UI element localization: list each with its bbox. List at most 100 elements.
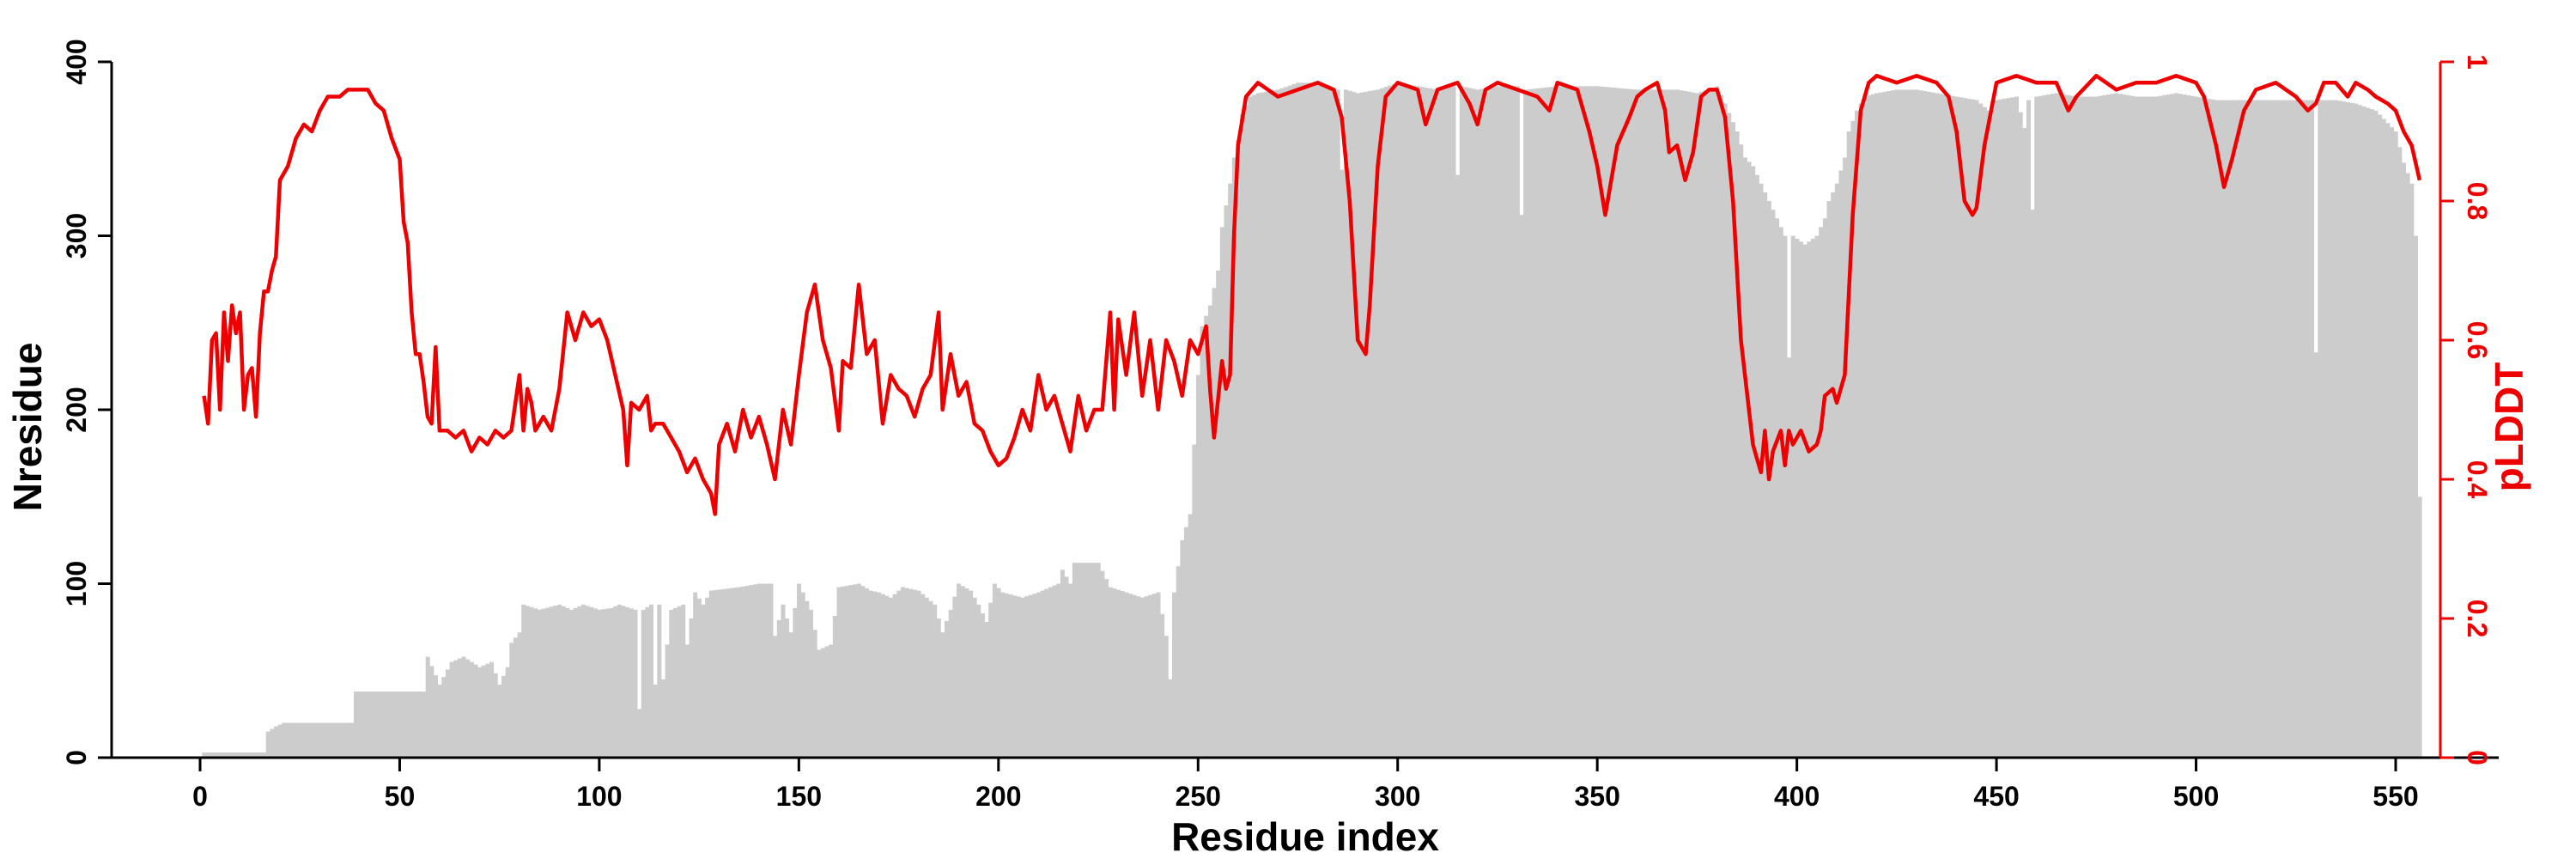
bar: [972, 597, 977, 758]
bar: [785, 618, 790, 758]
bar: [637, 709, 642, 758]
bar: [1754, 174, 1759, 758]
bar: [1591, 86, 1596, 758]
bar: [1163, 636, 1169, 758]
bar: [2401, 162, 2407, 758]
bar: [2126, 94, 2131, 758]
bar: [1463, 87, 1468, 758]
bar: [1639, 89, 1644, 758]
bar: [2373, 110, 2379, 758]
bar: [725, 588, 730, 758]
bar: [1279, 88, 1285, 758]
bar: [1710, 87, 1716, 758]
x-tick-label: 150: [776, 781, 822, 812]
bar: [2010, 97, 2015, 758]
bar: [1850, 120, 1856, 758]
bar: [405, 691, 410, 758]
bar: [2330, 100, 2335, 758]
bar: [740, 586, 745, 758]
bar: [1491, 87, 1497, 758]
bar: [1212, 288, 1217, 758]
bar: [761, 583, 766, 758]
bar: [2253, 100, 2259, 758]
bar: [877, 592, 882, 758]
bar: [1751, 166, 1756, 758]
bar: [1962, 98, 1967, 758]
bar: [824, 646, 829, 758]
bar: [1807, 241, 1812, 758]
bar: [2342, 101, 2347, 758]
bar: [2409, 183, 2415, 758]
bar: [541, 608, 546, 758]
bar: [205, 752, 211, 758]
bar: [968, 590, 973, 758]
bar: [549, 606, 554, 758]
bar: [398, 691, 403, 758]
bar: [1296, 82, 1301, 758]
bar: [800, 592, 805, 758]
bar: [2206, 98, 2211, 758]
bar: [1419, 87, 1425, 758]
bar: [1311, 82, 1316, 758]
bar: [1176, 566, 1181, 758]
bar: [374, 691, 379, 758]
bar: [720, 588, 726, 758]
bar: [1000, 592, 1005, 758]
bar: [2022, 127, 2027, 758]
bar: [1559, 86, 1564, 758]
bar: [2277, 100, 2282, 758]
bar: [665, 644, 670, 758]
bar: [1048, 587, 1053, 758]
bar: [1662, 89, 1668, 758]
bar: [509, 643, 514, 758]
bar: [908, 588, 914, 758]
bar: [1020, 597, 1025, 758]
y-axis-left-title: Nresidue: [5, 343, 50, 512]
bar: [2194, 96, 2199, 758]
bar: [1383, 87, 1388, 758]
x-tick-label: 500: [2173, 781, 2219, 812]
bar: [752, 584, 757, 758]
bar: [1950, 95, 1955, 758]
bar: [246, 752, 251, 758]
bar: [417, 691, 422, 758]
bar: [717, 589, 722, 758]
bar: [1388, 85, 1393, 758]
bar: [2369, 109, 2374, 758]
bar: [1531, 88, 1536, 758]
bar: [773, 636, 778, 758]
bar: [2366, 107, 2371, 758]
bar: [797, 583, 802, 758]
bar: [222, 752, 227, 758]
bar: [1160, 613, 1165, 758]
bar: [1395, 82, 1400, 758]
bar: [732, 588, 738, 758]
bar: [2286, 100, 2291, 758]
bar: [1132, 594, 1137, 758]
y-right-tick-label: 1: [2462, 54, 2493, 70]
bar: [2158, 95, 2163, 758]
bar: [2082, 96, 2087, 758]
bar: [1024, 596, 1030, 758]
bar: [537, 609, 542, 758]
bar: [1503, 86, 1508, 758]
bar: [349, 722, 355, 758]
bar: [1623, 88, 1628, 758]
bar: [2378, 114, 2383, 758]
bar: [705, 597, 710, 758]
bar: [1100, 570, 1105, 758]
bar: [1172, 592, 1177, 758]
bar: [2117, 94, 2123, 758]
bar: [1076, 563, 1081, 758]
bar: [1691, 92, 1696, 758]
bar: [429, 666, 434, 758]
bar: [1587, 86, 1592, 758]
bar: [605, 608, 610, 758]
bar: [481, 665, 486, 758]
bar: [277, 724, 283, 758]
bar: [2014, 96, 2020, 758]
bar: [1599, 86, 1604, 758]
bar: [1443, 88, 1449, 758]
bar: [469, 661, 474, 758]
bar: [832, 615, 837, 758]
